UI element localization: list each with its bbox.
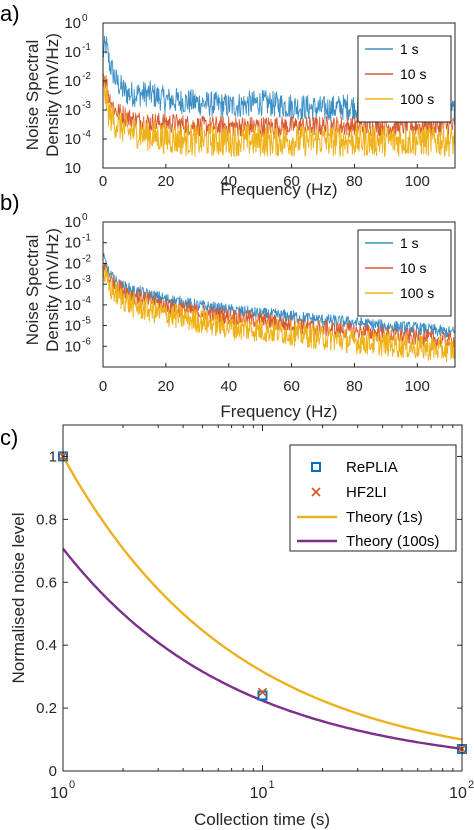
panel-b-ylabel-line2: Density (mV/Hz) [43,228,62,352]
panel-b-ytick-exp: -2 [82,253,91,264]
panel-c-legend-theory1: Theory (1s) [346,509,423,526]
panel-b-legend-1s: 1 s [400,235,419,251]
panel-b-legend-box [357,229,452,317]
panel-c-point-hf2li [257,687,268,697]
panel-b-xtick-label: 80 [346,378,363,395]
panel-a-xlabel: Frequency (Hz) [220,180,337,199]
panel-c-legend-replia: RePLIA [346,459,398,476]
panel-b-ytick-exp: -5 [82,316,91,327]
panel-a-xtick-label: 60 [283,173,300,190]
panel-b-ytick-label: 10 [64,255,81,272]
panel-a-xtick-label: 0 [99,173,107,190]
panel-a-ylabel-line1: Noise Spectral [23,40,42,151]
panel-a-xtick-label: 40 [220,173,237,190]
panel-b-label: b) [0,190,20,215]
panel-b-ylabel: Noise Spectral Density (mV/Hz) [23,228,62,352]
panel-a-axes-frame [102,22,456,169]
panel-c-ytick-label: 0.6 [36,574,57,591]
panel-c-xlabel: Collection time (s) [194,810,330,829]
panel-a-ytick-label: 10 [64,73,81,90]
panel-c-ytick-label: 0.2 [36,700,57,717]
panel-b-axes-frame [102,221,456,368]
panel-a-legend-1s: 1 s [400,41,419,57]
panel-b-legend-10s: 10 s [400,260,426,276]
panel-a-ytick-exp: -4 [82,129,91,140]
panel-b-legend-100s: 100 s [400,285,434,301]
panel-b-ytick-label: 10 [64,235,81,252]
panel-c-ylabel: Normalised noise level [9,512,28,683]
panel-c: c) Normalised noise level 10 0 10 1 10 2 00.2… [0,424,474,829]
panel-b-ytick-label: 10 [64,318,81,335]
panel-a-label: a) [0,1,20,26]
panel-b-ytick-exp: -1 [82,233,91,244]
panel-c-xtick-exp: 0 [69,779,75,791]
panel-a-ytick-label: 10 [64,15,81,32]
panel-a-ytick-exp: -2 [82,71,91,82]
panel-c-legend-hf2li: HF2LI [346,484,387,501]
panel-b-xtick-label: 100 [405,378,430,395]
panel-a-ytick-label: 10 [64,44,81,61]
panel-b-ytick-exp: -3 [82,274,91,285]
panel-a-x-ticks: 0 20 40 60 80 100 [99,164,430,190]
panel-b-ytick-label: 10 [64,276,81,293]
panel-c-xtick-label: 10 [50,785,68,802]
panel-b-legend: 1 s 10 s 100 s [357,229,452,317]
panel-a-ytick-exp: -1 [82,42,91,53]
panel-c-series-theory100 [62,547,463,750]
panel-c-x-ticks: 10 0 10 1 10 2 [50,425,474,802]
panel-a: a) Noise Spectral Density (mV/Hz) 0 20 40 6… [0,1,456,199]
panel-c-ytick-label: 0.8 [36,511,57,528]
panel-c-ytick-label: 0 [49,763,57,780]
panel-c-xtick-label: 10 [250,785,268,802]
panel-c-series-theory1 [61,455,463,741]
panel-a-legend-100s: 100 s [400,91,434,107]
panel-c-xtick-label: 10 [449,785,467,802]
panel-b-ytick-label: 10 [64,214,81,231]
panel-b: b) Noise Spectral Density (mV/Hz) 0 20 40 6… [0,190,456,421]
panel-a-ytick-exp: 0 [82,13,88,24]
panel-b-series-group [103,253,455,363]
panel-c-label: c) [0,425,18,450]
panel-a-xtick-label: 20 [158,173,175,190]
panel-b-ytick-label: 10 [64,297,81,314]
panel-b-xtick-label: 60 [283,378,300,395]
panel-b-series-100s [103,266,455,363]
panel-a-ylabel-line2: Density (mV/Hz) [43,33,62,157]
panel-b-xtick-label: 0 [99,378,107,395]
panel-c-ytick-label: 1 [49,448,57,465]
panel-a-legend-10s: 10 s [400,66,426,82]
panel-a-xtick-label: 100 [405,173,430,190]
panel-c-legend-swatch-replia [311,462,321,472]
panel-a-ytick-exp: -3 [82,100,91,111]
panel-b-series-10s [103,262,455,349]
panel-c-legend-swatch-hf2li [311,487,321,497]
panel-b-xtick-label: 40 [220,378,237,395]
panel-b-ytick-label: 10 [64,338,81,355]
panel-a-legend: 1 s 10 s 100 s [357,35,452,123]
panel-a-xtick-label: 80 [346,173,363,190]
panel-b-x-ticks: 0 20 40 60 80 100 [99,363,430,395]
panel-c-legend: RePLIA HF2LI Theory (1s) Theory (100s) [289,444,457,552]
panel-b-xlabel: Frequency (Hz) [220,402,337,421]
panel-a-ytick-label: 10 [64,160,81,177]
panel-c-y-ticks: 0 0.2 0.4 0.6 0.8 1 [36,448,462,780]
panel-b-ytick-exp: -6 [82,336,91,347]
panel-c-legend-theory100: Theory (100s) [346,533,439,550]
panel-c-ytick-label: 0.4 [36,637,57,654]
panel-b-plot-area [103,253,455,363]
panel-c-xtick-exp: 2 [468,779,474,791]
panel-a-series-100s [103,73,455,157]
panel-a-ytick-label: 10 [64,131,81,148]
panel-b-ytick-exp: -4 [82,295,91,306]
panel-a-legend-box [357,35,452,123]
panel-a-ylabel: Noise Spectral Density (mV/Hz) [23,33,62,157]
panel-b-ytick-exp: 0 [82,212,88,223]
panel-b-xtick-label: 20 [158,378,175,395]
panel-a-ytick-label: 10 [64,102,81,119]
panel-b-ylabel-line1: Noise Spectral [23,235,42,346]
panel-c-xtick-exp: 1 [269,779,275,791]
